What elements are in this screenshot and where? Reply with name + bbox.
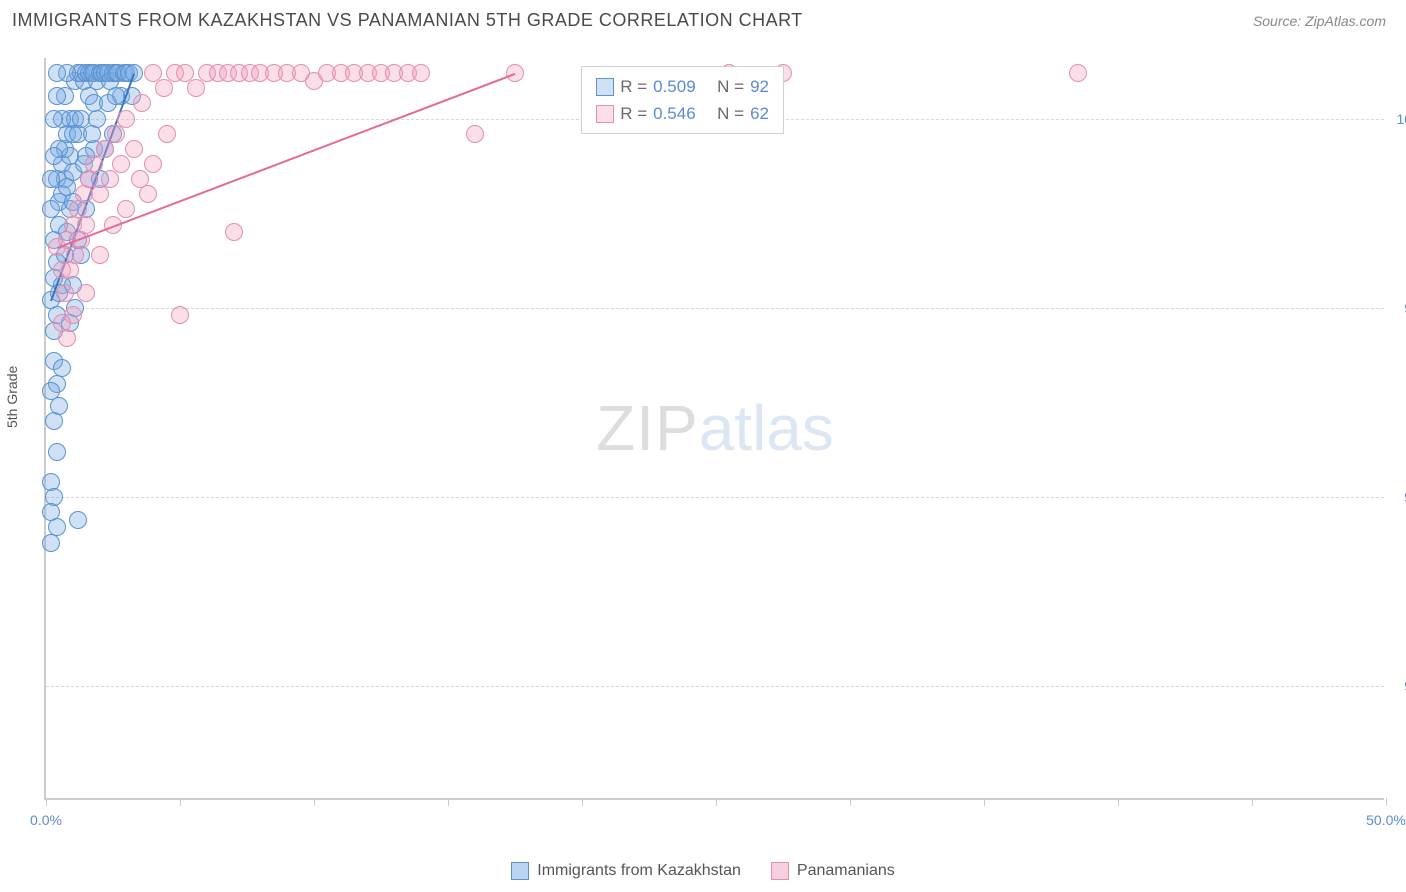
watermark: ZIPatlas	[596, 391, 834, 465]
x-tick	[850, 798, 851, 806]
scatter-point	[117, 110, 135, 128]
scatter-point	[42, 534, 60, 552]
bottom-legend-label: Immigrants from Kazakhstan	[537, 862, 741, 880]
x-tick	[984, 798, 985, 806]
scatter-point	[42, 170, 60, 188]
legend-r-value: 0.509	[653, 73, 696, 100]
correlation-legend: R = 0.509 N = 92R = 0.546 N = 62	[581, 66, 784, 134]
bottom-legend-item: Panamanians	[771, 862, 895, 880]
scatter-point	[77, 216, 95, 234]
scatter-point	[139, 185, 157, 203]
scatter-point	[53, 359, 71, 377]
scatter-point	[91, 185, 109, 203]
x-tick	[1118, 798, 1119, 806]
correlation-legend-row: R = 0.509 N = 92	[596, 73, 769, 100]
x-tick	[46, 798, 47, 806]
scatter-point	[85, 155, 103, 173]
legend-swatch	[511, 862, 529, 880]
scatter-point	[77, 284, 95, 302]
legend-n-label: N =	[717, 73, 744, 100]
x-tick	[314, 798, 315, 806]
x-tick-label: 0.0%	[30, 812, 62, 828]
plot-area: ZIPatlas 92.5%95.0%97.5%100.0%0.0%50.0%R…	[44, 58, 1384, 800]
legend-swatch	[596, 105, 614, 123]
legend-n-label: N =	[717, 100, 744, 127]
legend-swatch	[596, 78, 614, 96]
legend-n-value: 92	[750, 73, 769, 100]
chart-header: IMMIGRANTS FROM KAZAKHSTAN VS PANAMANIAN…	[0, 0, 1406, 37]
y-tick-label: 95.0%	[1389, 489, 1406, 505]
scatter-point	[56, 284, 74, 302]
scatter-point	[187, 79, 205, 97]
scatter-point	[48, 64, 66, 82]
watermark-zip: ZIP	[596, 392, 699, 464]
scatter-point	[45, 110, 63, 128]
scatter-point	[112, 155, 130, 173]
scatter-point	[1069, 64, 1087, 82]
x-tick	[448, 798, 449, 806]
scatter-point	[412, 64, 430, 82]
scatter-point	[48, 87, 66, 105]
legend-r-label: R =	[620, 73, 647, 100]
legend-n-value: 62	[750, 100, 769, 127]
scatter-point	[48, 443, 66, 461]
legend-r-value: 0.546	[653, 100, 696, 127]
scatter-point	[144, 155, 162, 173]
scatter-point	[155, 79, 173, 97]
scatter-point	[96, 140, 114, 158]
scatter-point	[133, 94, 151, 112]
x-tick	[582, 798, 583, 806]
scatter-point	[42, 200, 60, 218]
watermark-atlas: atlas	[699, 392, 834, 464]
y-tick-label: 92.5%	[1389, 678, 1406, 694]
scatter-point	[69, 511, 87, 529]
bottom-legend: Immigrants from Kazakhstan Panamanians	[0, 862, 1406, 880]
scatter-point	[45, 147, 63, 165]
scatter-point	[158, 125, 176, 143]
scatter-point	[58, 329, 76, 347]
scatter-point	[171, 306, 189, 324]
scatter-point	[125, 140, 143, 158]
scatter-point	[107, 125, 125, 143]
x-tick	[1252, 798, 1253, 806]
scatter-point	[466, 125, 484, 143]
y-tick-label: 97.5%	[1389, 300, 1406, 316]
legend-swatch	[771, 862, 789, 880]
y-axis-label: 5th Grade	[4, 366, 20, 428]
bottom-legend-item: Immigrants from Kazakhstan	[511, 862, 741, 880]
gridline	[46, 686, 1384, 687]
scatter-point	[101, 170, 119, 188]
scatter-point	[88, 110, 106, 128]
correlation-legend-row: R = 0.546 N = 62	[596, 100, 769, 127]
scatter-point	[117, 200, 135, 218]
y-tick-label: 100.0%	[1389, 111, 1406, 127]
chart-source: Source: ZipAtlas.com	[1253, 13, 1386, 29]
x-tick	[180, 798, 181, 806]
x-tick	[716, 798, 717, 806]
chart-title: IMMIGRANTS FROM KAZAKHSTAN VS PANAMANIAN…	[12, 10, 803, 31]
gridline	[46, 497, 1384, 498]
legend-r-label: R =	[620, 100, 647, 127]
x-tick	[1386, 798, 1387, 806]
scatter-point	[50, 397, 68, 415]
bottom-legend-label: Panamanians	[797, 862, 895, 880]
x-tick-label: 50.0%	[1366, 812, 1406, 828]
scatter-point	[91, 246, 109, 264]
gridline	[46, 308, 1384, 309]
scatter-point	[225, 223, 243, 241]
